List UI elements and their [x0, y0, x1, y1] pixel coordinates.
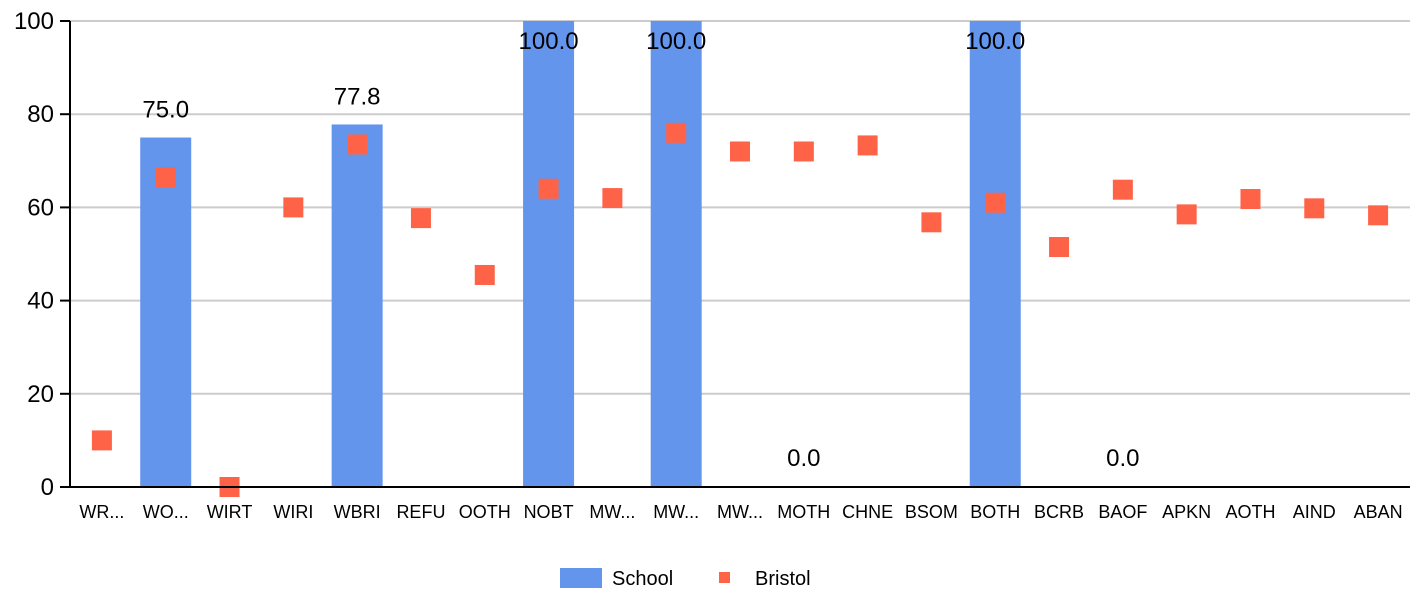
x-tick-label: WBRI — [334, 502, 381, 522]
marker-bristol — [474, 264, 495, 285]
marker-bristol — [1368, 205, 1389, 226]
marker-bristol — [91, 430, 112, 451]
y-tick-label: 0 — [41, 474, 54, 501]
data-label: 77.8 — [334, 83, 381, 110]
legend-swatch-bristol — [719, 572, 730, 583]
marker-bristol — [155, 167, 176, 188]
x-tick-label: MW... — [717, 502, 763, 522]
y-tick-label: 80 — [27, 101, 54, 128]
x-tick-label: BCRB — [1034, 502, 1084, 522]
marker-layer — [91, 122, 1389, 497]
x-tick-label: WIRT — [207, 502, 253, 522]
x-tick-label: BSOM — [905, 502, 958, 522]
x-tick-label: WIRI — [273, 502, 313, 522]
data-label: 0.0 — [787, 445, 820, 472]
y-tick-label: 40 — [27, 288, 54, 315]
x-tick-label: BOTH — [970, 502, 1020, 522]
marker-bristol — [985, 192, 1006, 213]
bar-school — [650, 21, 702, 487]
x-tick-label: MW... — [589, 502, 635, 522]
bar-school — [969, 21, 1021, 487]
data-label: 75.0 — [142, 97, 189, 124]
grid-layer — [70, 20, 1410, 395]
legend-swatch-school — [560, 568, 602, 588]
bar-school — [140, 137, 192, 487]
data-label: 100.0 — [519, 28, 579, 55]
bar-layer — [140, 21, 1021, 488]
legend-label-bristol: Bristol — [755, 568, 811, 590]
axis-layer: 0 20 40 60 80 100 WR... WO... WIRT WIRI WBRI REFU OO… — [14, 8, 1410, 522]
legend-label-school: School — [612, 568, 673, 590]
marker-bristol — [1176, 204, 1197, 225]
marker-bristol — [1112, 179, 1133, 200]
x-tick-label: WR... — [79, 502, 124, 522]
marker-bristol — [1304, 198, 1325, 219]
x-tick-label: AIND — [1293, 502, 1336, 522]
marker-bristol — [921, 212, 942, 233]
marker-bristol — [857, 135, 878, 156]
legend: School Bristol — [560, 568, 811, 590]
x-tick-label: MOTH — [777, 502, 830, 522]
data-label: 0.0 — [1106, 445, 1139, 472]
bar-school — [331, 124, 383, 488]
y-tick-label: 20 — [27, 381, 54, 408]
x-tick-label: BAOF — [1098, 502, 1147, 522]
marker-bristol — [602, 188, 623, 209]
x-tick-label: APKN — [1162, 502, 1211, 522]
x-tick-label: OOTH — [459, 502, 511, 522]
data-label: 100.0 — [965, 28, 1025, 55]
x-tick-label: MW... — [653, 502, 699, 522]
x-tick-label: AOTH — [1225, 502, 1275, 522]
x-tick-label: REFU — [396, 502, 445, 522]
marker-bristol — [1049, 237, 1070, 258]
marker-bristol — [1240, 189, 1261, 210]
x-tick-label: CHNE — [842, 502, 893, 522]
marker-bristol — [538, 178, 559, 199]
marker-bristol — [410, 208, 431, 229]
marker-bristol — [666, 122, 687, 143]
x-tick-label: NOBT — [524, 502, 574, 522]
label-layer: 75.0 77.8 100.0 100.0 0.0 100.0 0.0 — [142, 28, 1139, 472]
marker-bristol — [793, 141, 814, 162]
x-tick-label: ABAN — [1354, 502, 1403, 522]
marker-bristol — [347, 134, 368, 155]
x-tick-label: WO... — [143, 502, 189, 522]
marker-bristol — [730, 141, 750, 162]
y-tick-label: 100 — [14, 8, 54, 35]
data-label: 100.0 — [646, 28, 706, 55]
bar-school — [523, 21, 575, 487]
marker-bristol — [283, 197, 304, 218]
y-tick-label: 60 — [27, 194, 54, 221]
